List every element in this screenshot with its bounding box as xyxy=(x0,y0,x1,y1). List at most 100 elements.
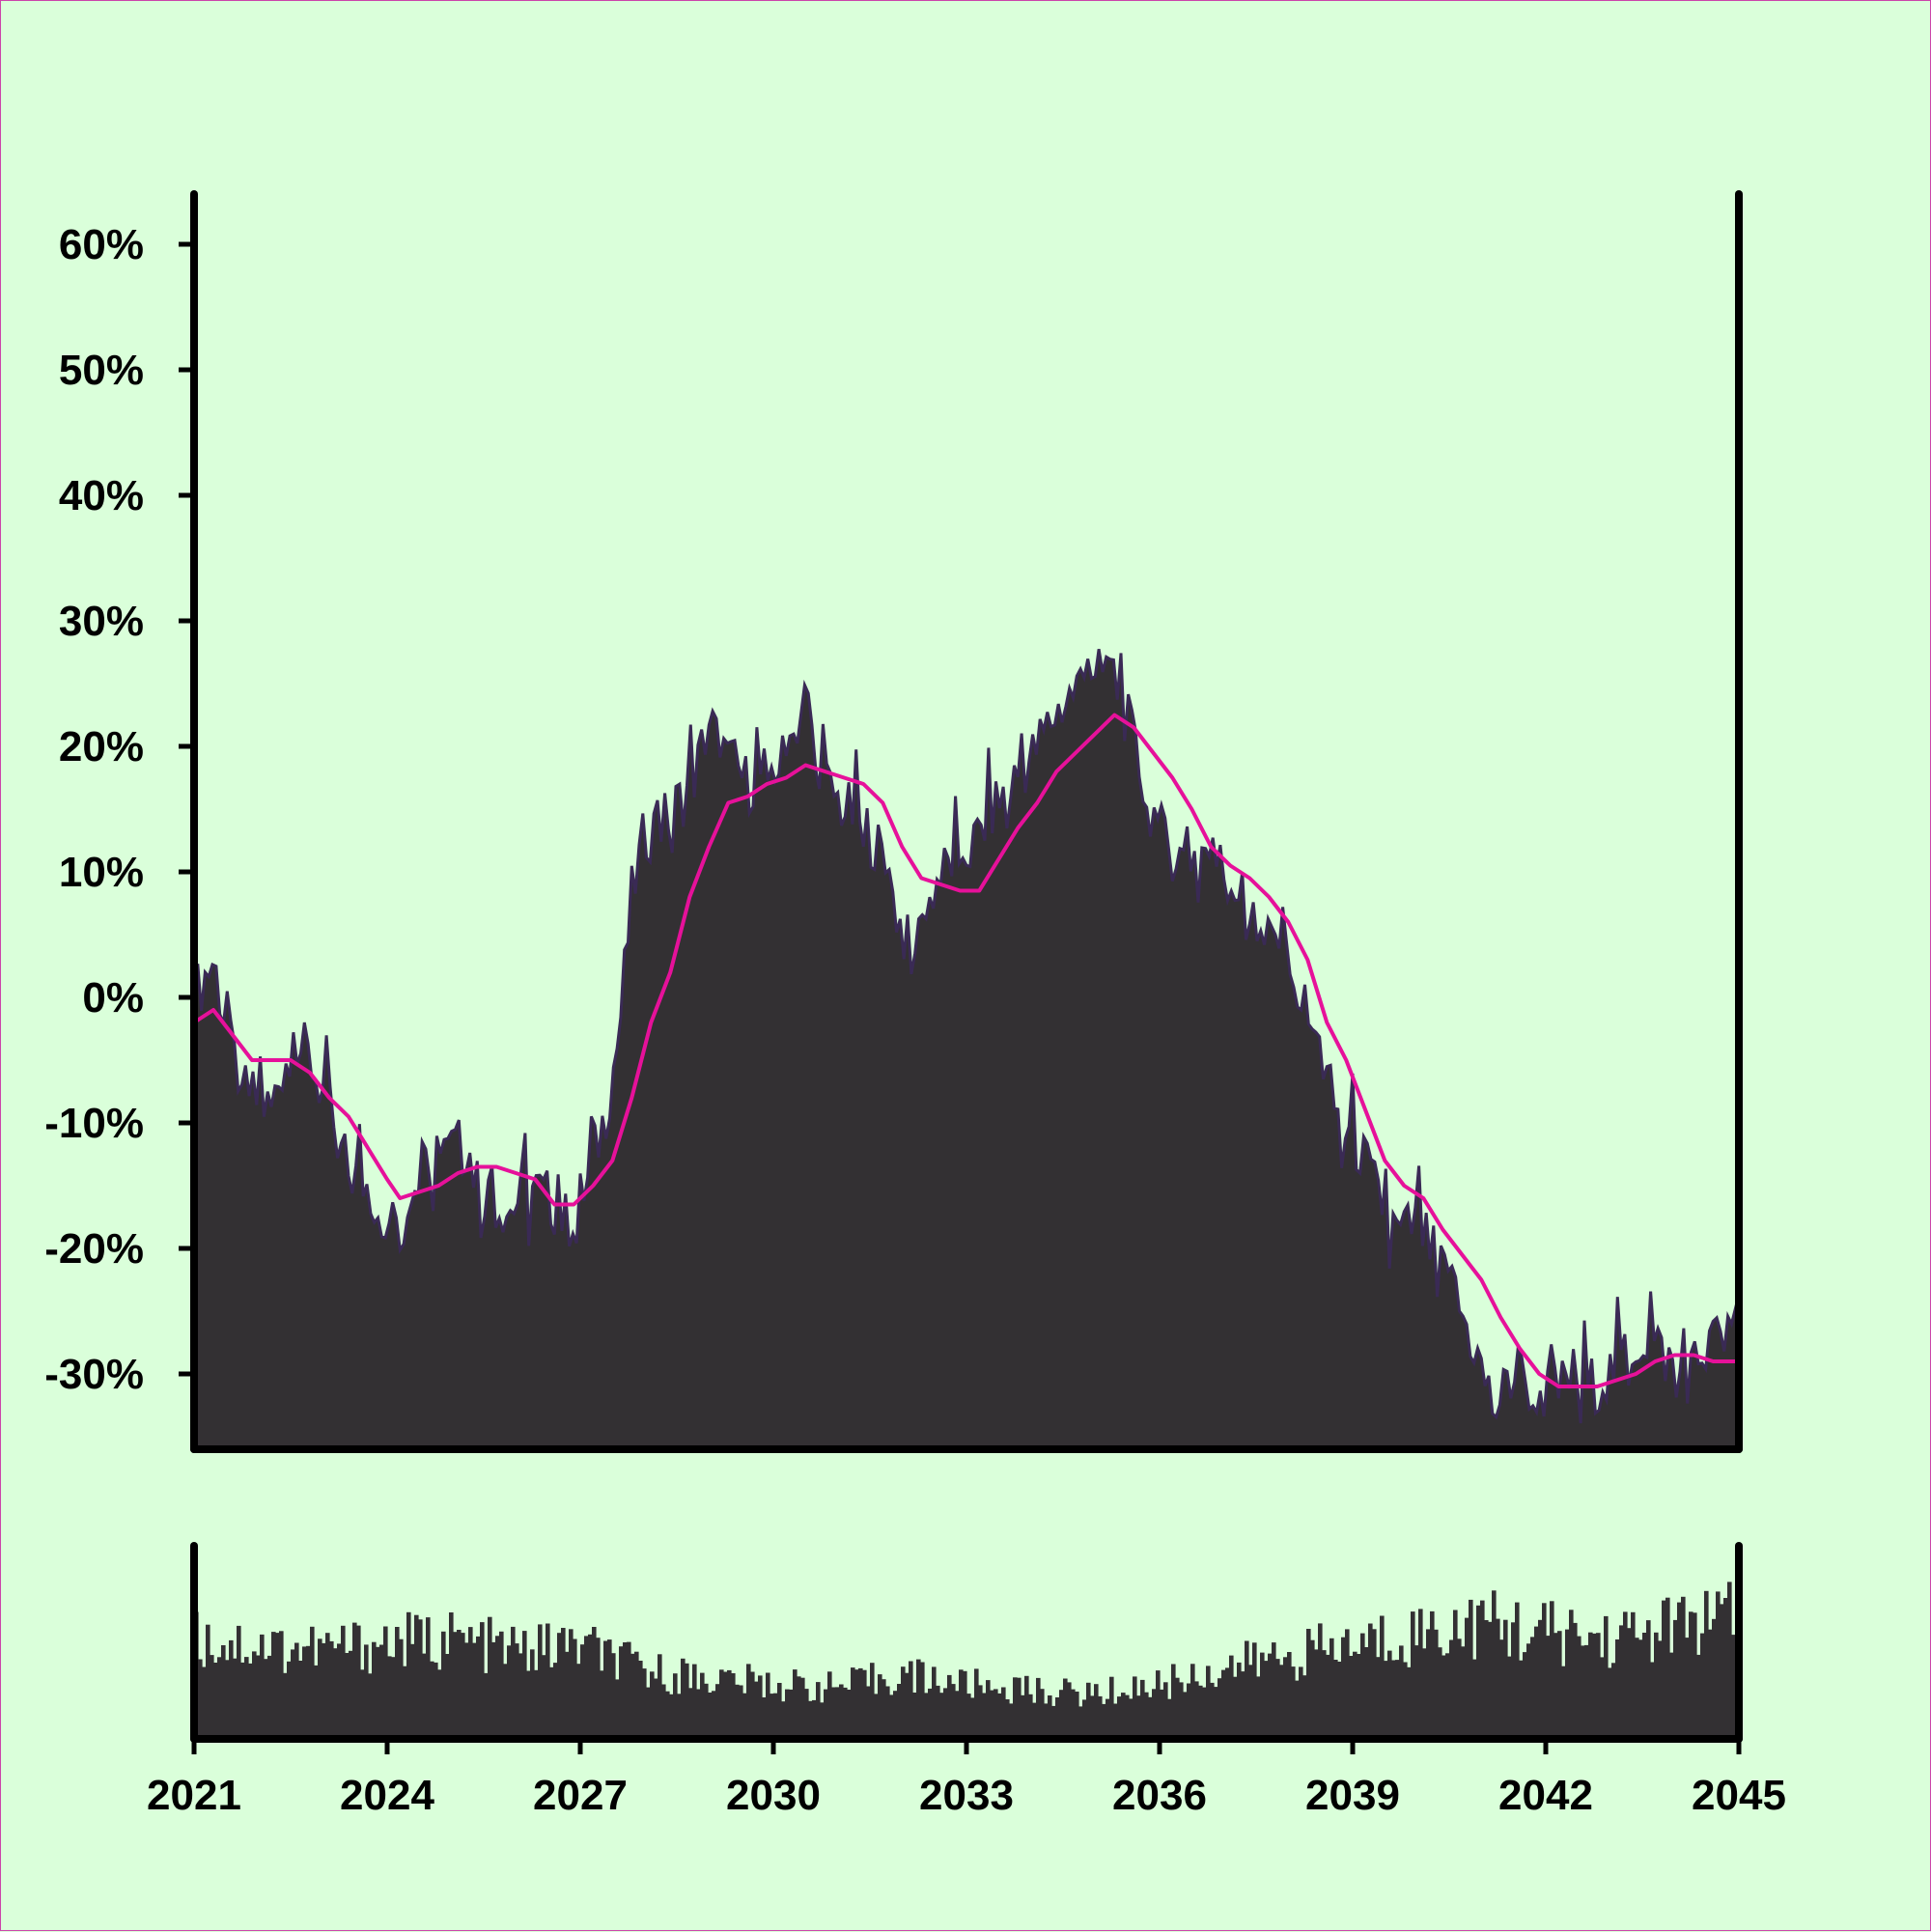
volume-bar xyxy=(1496,1618,1500,1739)
volume-bar xyxy=(1658,1640,1663,1739)
volume-bar xyxy=(1198,1685,1203,1739)
volume-bar xyxy=(287,1661,292,1739)
volume-bar xyxy=(1090,1695,1095,1739)
volume-bar xyxy=(708,1693,713,1739)
volume-bar xyxy=(1306,1629,1311,1739)
volume-bar xyxy=(1217,1678,1222,1739)
volume-bar xyxy=(1167,1698,1172,1739)
volume-bar xyxy=(206,1624,210,1739)
volume-bar xyxy=(1353,1651,1357,1739)
volume-bar xyxy=(569,1629,574,1739)
volume-bar xyxy=(1445,1653,1450,1739)
volume-bar xyxy=(213,1663,218,1739)
volume-bar xyxy=(1453,1610,1458,1739)
volume-bar xyxy=(1434,1629,1439,1739)
volume-bar xyxy=(596,1638,601,1739)
volume-bar xyxy=(827,1671,832,1739)
volume-bar xyxy=(549,1666,554,1739)
volume-bar xyxy=(1275,1659,1280,1739)
volume-bar xyxy=(646,1687,651,1739)
volume-bar xyxy=(1411,1611,1415,1739)
volume-bar xyxy=(1229,1655,1234,1739)
volume-bar xyxy=(700,1672,705,1739)
volume-bar xyxy=(298,1661,303,1739)
volume-bar xyxy=(654,1678,658,1739)
volume-bar xyxy=(692,1664,697,1739)
volume-bar xyxy=(1565,1629,1570,1739)
volume-bar xyxy=(499,1631,504,1739)
volume-bar xyxy=(955,1691,960,1739)
x-tick-label: 2033 xyxy=(919,1772,1014,1819)
volume-bar xyxy=(379,1644,384,1739)
volume-bar xyxy=(329,1640,334,1739)
y-tick-label: 60% xyxy=(59,221,144,268)
volume-bar xyxy=(920,1662,925,1739)
volume-bar xyxy=(1129,1698,1133,1739)
volume-bar xyxy=(777,1683,782,1739)
volume-bar xyxy=(1387,1650,1392,1739)
volume-bar xyxy=(889,1694,894,1739)
volume-bar xyxy=(1557,1631,1562,1739)
volume-bar xyxy=(951,1684,956,1739)
volume-bar xyxy=(1017,1677,1021,1739)
volume-bar xyxy=(1704,1590,1709,1739)
volume-bar xyxy=(260,1634,265,1739)
volume-bar xyxy=(453,1632,458,1739)
volume-bar xyxy=(870,1663,875,1739)
volume-bar xyxy=(584,1636,589,1739)
volume-bar xyxy=(1102,1703,1106,1739)
volume-bar xyxy=(314,1665,319,1739)
volume-bar xyxy=(986,1680,991,1739)
volume-bar xyxy=(742,1693,747,1739)
volume-bar xyxy=(472,1642,477,1739)
volume-bar xyxy=(1013,1677,1018,1739)
volume-bar xyxy=(789,1689,794,1739)
volume-bar xyxy=(198,1659,203,1739)
volume-bar xyxy=(874,1694,879,1739)
volume-bar xyxy=(600,1670,604,1739)
volume-bar xyxy=(1248,1665,1253,1739)
volume-bar xyxy=(727,1669,732,1739)
volume-bar xyxy=(1183,1692,1188,1739)
volume-bar xyxy=(1515,1602,1520,1739)
volume-bar xyxy=(237,1625,241,1739)
volume-bar xyxy=(1596,1633,1601,1739)
y-tick-label: 10% xyxy=(59,849,144,896)
volume-bar xyxy=(1696,1654,1701,1739)
volume-bar xyxy=(990,1690,994,1739)
volume-bar xyxy=(1055,1697,1060,1739)
volume-bar xyxy=(762,1697,767,1739)
volume-bar xyxy=(1113,1703,1118,1739)
volume-bar xyxy=(507,1645,512,1739)
volume-bar xyxy=(580,1644,585,1739)
volume-bar xyxy=(1175,1677,1180,1739)
volume-bar xyxy=(1642,1633,1647,1739)
volume-bar xyxy=(1028,1694,1033,1739)
volume-bar xyxy=(1310,1639,1315,1739)
volume-bar xyxy=(356,1625,361,1739)
volume-bar xyxy=(449,1612,454,1739)
volume-bar xyxy=(665,1691,670,1739)
volume-bar xyxy=(1604,1615,1609,1739)
volume-bar xyxy=(754,1681,759,1739)
volume-bar xyxy=(333,1648,338,1739)
volume-bar xyxy=(1206,1666,1211,1739)
volume-bar xyxy=(1005,1699,1010,1739)
volume-bar xyxy=(557,1633,562,1739)
volume-bar xyxy=(997,1693,1002,1739)
volume-bar xyxy=(1121,1693,1126,1739)
volume-bar xyxy=(731,1673,736,1739)
volume-bar xyxy=(843,1687,848,1739)
volume-bar xyxy=(1291,1666,1296,1739)
volume-bar xyxy=(1414,1645,1419,1739)
volume-bar xyxy=(352,1622,357,1739)
volume-bar xyxy=(677,1694,682,1739)
volume-bar xyxy=(669,1694,674,1739)
volume-bar xyxy=(1314,1649,1319,1739)
volume-bar xyxy=(1677,1602,1682,1739)
volume-bar xyxy=(681,1658,686,1739)
volume-bar xyxy=(1530,1637,1535,1739)
volume-bar xyxy=(785,1689,790,1739)
volume-bar xyxy=(1511,1622,1516,1739)
